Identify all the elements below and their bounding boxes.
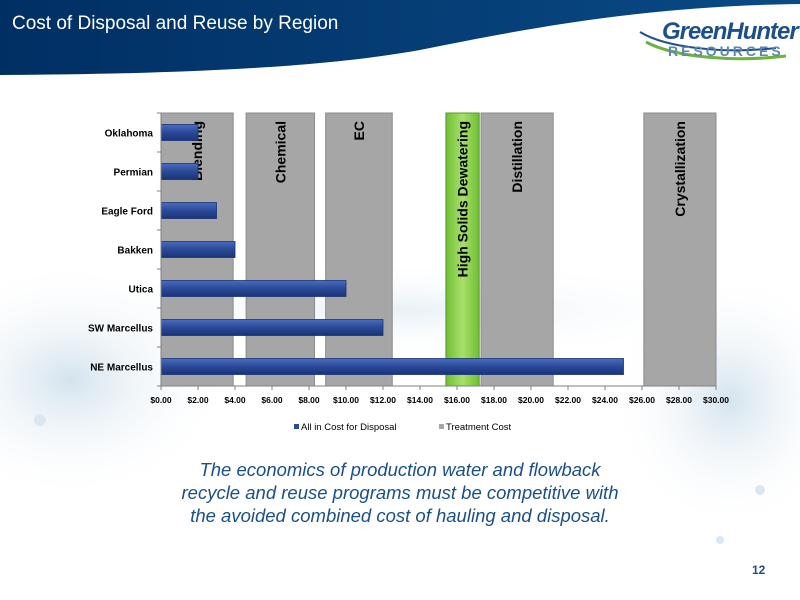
x-tick-label: $28.00 (666, 395, 692, 405)
disposal-bar-eagle-ford (160, 202, 217, 219)
legend-swatch-disposal (294, 424, 299, 429)
disposal-bar-permian (160, 163, 199, 180)
header-shape (0, 0, 800, 75)
treatment-label-crystallization: Crystallization (672, 121, 688, 217)
category-label-utica: Utica (129, 285, 154, 296)
treatment-label-ec: EC (351, 121, 367, 140)
x-tick-label: $10.00 (333, 395, 359, 405)
x-tick-label: $26.00 (629, 395, 655, 405)
treatment-label-distillation: Distillation (509, 121, 525, 193)
logo-swoosh-icon (639, 31, 787, 61)
x-tick-label: $16.00 (444, 395, 470, 405)
x-tick-label: $14.00 (407, 395, 433, 405)
x-tick-label: $0.00 (150, 395, 172, 405)
x-tick-label: $18.00 (481, 395, 507, 405)
x-tick-label: $8.00 (298, 395, 320, 405)
legend-swatch-treatment (439, 424, 444, 429)
header-band (0, 0, 800, 75)
legend-label-disposal: All in Cost for Disposal (301, 422, 397, 433)
page-number: 12 (752, 563, 766, 577)
legend-label-treatment: Treatment Cost (446, 422, 511, 433)
category-label-bakken: Bakken (117, 246, 153, 257)
treatment-column-chemical (245, 112, 316, 387)
x-tick-label: $30.00 (703, 395, 729, 405)
treatment-column-ec (325, 112, 393, 387)
category-label-oklahoma: Oklahoma (105, 129, 154, 140)
logo-subtitle: RESOURCES (668, 43, 784, 59)
caption: The economics of production water and fl… (130, 458, 670, 527)
x-tick-label: $2.00 (187, 395, 209, 405)
treatment-column-high-solids-dewatering (445, 112, 480, 387)
category-label-eagle-ford: Eagle Ford (101, 207, 153, 218)
x-tick-label: $6.00 (261, 395, 283, 405)
caption-line-1: The economics of production water and fl… (199, 459, 601, 480)
x-tick-label: $24.00 (592, 395, 618, 405)
disposal-bar-oklahoma (160, 124, 199, 141)
logo-wordmark: GreenHunter (662, 18, 799, 45)
treatment-column-crystallization (643, 112, 717, 387)
greenhunter-logo: GreenHunter RESOURCES (636, 18, 799, 64)
x-tick-label: $20.00 (518, 395, 544, 405)
treatment-column-distillation (480, 112, 554, 387)
category-label-permian: Permian (114, 168, 153, 179)
disposal-bar-sw-marcellus (160, 319, 384, 336)
caption-line-3: the avoided combined cost of hauling and… (190, 505, 610, 526)
x-tick-label: $22.00 (555, 395, 581, 405)
x-tick-label: $4.00 (224, 395, 246, 405)
x-tick-label: $12.00 (370, 395, 396, 405)
category-label-sw-marcellus: SW Marcellus (88, 324, 153, 335)
disposal-bar-utica (160, 280, 347, 297)
treatment-label-high-solids-dewatering: High Solids Dewatering (455, 121, 471, 277)
slide-title: Cost of Disposal and Reuse by Region (12, 13, 339, 34)
disposal-bar-ne-marcellus (160, 358, 624, 375)
caption-line-2: recycle and reuse programs must be compe… (181, 482, 619, 503)
disposal-bar-bakken (160, 241, 236, 258)
category-label-ne-marcellus: NE Marcellus (90, 363, 153, 374)
treatment-label-chemical: Chemical (272, 121, 288, 183)
